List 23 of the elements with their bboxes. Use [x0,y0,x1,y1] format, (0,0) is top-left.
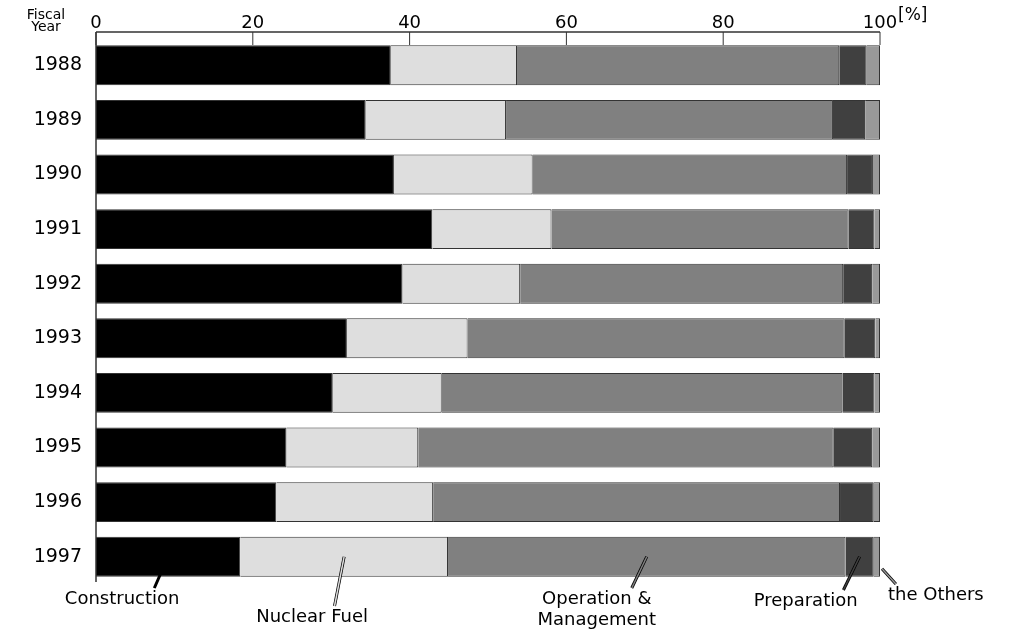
y-tick-label: 1988 [33,52,82,75]
series-label: Nuclear Fuel [256,604,369,626]
x-tick-label: 0 [90,10,102,32]
y-tick-label: 1991 [33,216,82,239]
y-axis-title: Fiscal Year [26,6,66,34]
y-tick-label: 1992 [33,270,82,293]
legend-label: the Others [887,582,984,604]
y-tick-label: 1990 [33,161,82,184]
x-tick-label: 20 [241,10,265,32]
y-tick-label: 1994 [33,379,82,402]
y-tick-label: 1989 [33,106,82,129]
y-tick-label: 1993 [33,325,82,348]
legend-label: Preparation [753,588,858,610]
y-tick-label: 1997 [33,543,82,566]
y-tick-label: 1995 [33,434,82,457]
x-tick-label: 80 [711,10,735,32]
legend-label: Construction [64,586,180,608]
x-tick-label: 40 [398,10,422,32]
x-tick-label: 100 [862,10,898,32]
x-axis-title: [%] [898,4,928,24]
x-tick-label: 60 [554,10,578,32]
legend-label: Operation & Management [537,586,657,629]
y-tick-label: 1996 [33,489,82,512]
